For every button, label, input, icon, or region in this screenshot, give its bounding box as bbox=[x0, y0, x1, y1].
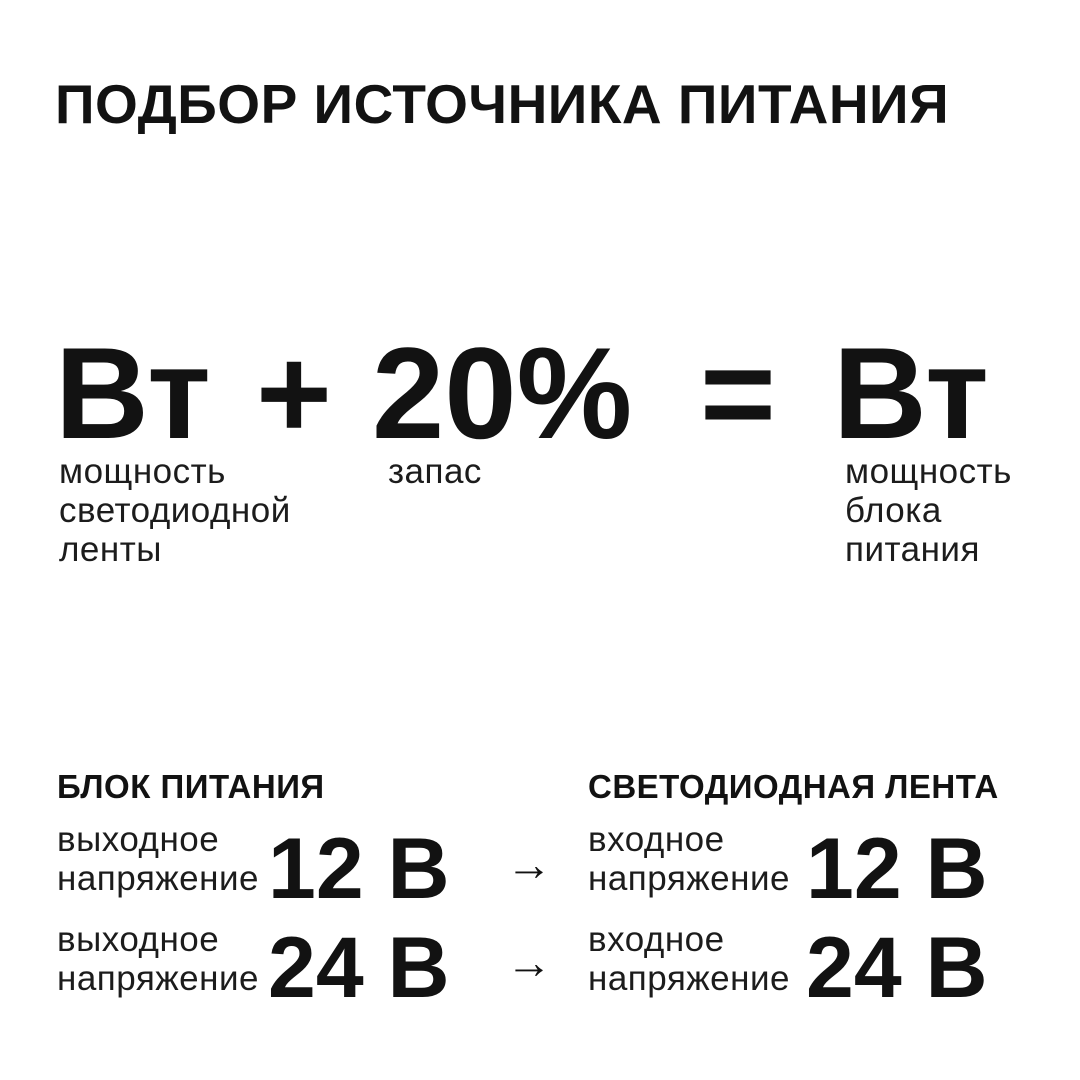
strip-row-label: входное напряжение bbox=[588, 820, 790, 898]
strip-row-label: входное напряжение bbox=[588, 920, 790, 998]
reserve-caption: запас bbox=[388, 452, 482, 491]
psu-row-label: выходное напряжение bbox=[57, 820, 259, 898]
psu-row-value: 12 В bbox=[268, 821, 450, 917]
equals-operator: = bbox=[700, 320, 776, 466]
strip-power-caption: мощность светодиодной ленты bbox=[59, 452, 291, 569]
strip-section-header: СВЕТОДИОДНАЯ ЛЕНТА bbox=[588, 768, 999, 805]
formula-reserve-value: 20% bbox=[372, 320, 633, 466]
formula-strip-power-value: Вт bbox=[55, 320, 211, 466]
psu-row-label: выходное напряжение bbox=[57, 920, 259, 998]
arrow-right-icon: → bbox=[506, 838, 552, 890]
psu-power-caption: мощность блока питания bbox=[845, 452, 1012, 569]
psu-section-header: БЛОК ПИТАНИЯ bbox=[57, 768, 325, 805]
strip-row-value: 24 В bbox=[806, 920, 988, 1016]
plus-operator: + bbox=[256, 320, 332, 466]
page-title: ПОДБОР ИСТОЧНИКА ПИТАНИЯ bbox=[55, 73, 950, 135]
arrow-right-icon: → bbox=[506, 936, 552, 988]
formula-psu-power-value: Вт bbox=[833, 320, 989, 466]
psu-row-value: 24 В bbox=[268, 920, 450, 1016]
strip-row-value: 12 В bbox=[806, 821, 988, 917]
